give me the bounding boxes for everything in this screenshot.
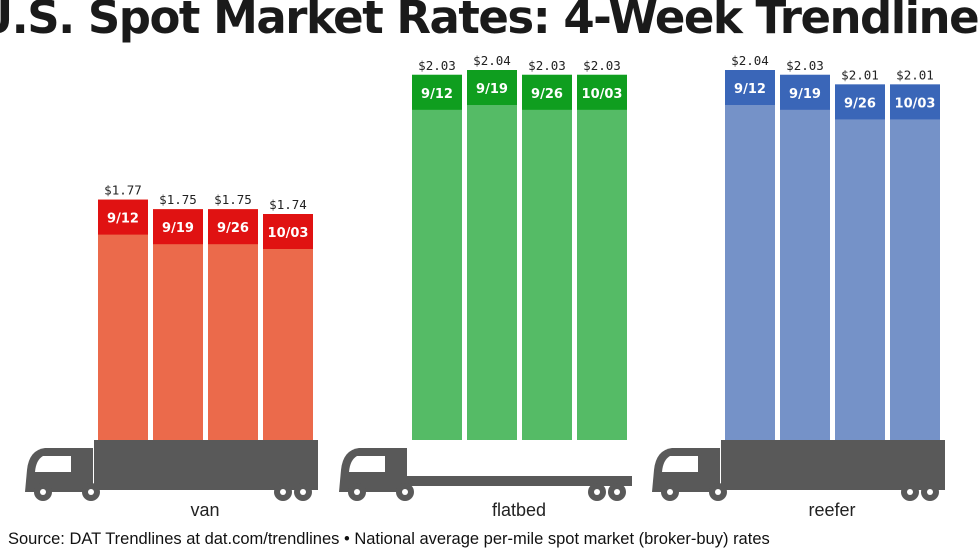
truck-trailer-reefer <box>721 440 945 490</box>
truck-hub-van-0 <box>40 489 46 495</box>
source-note: Source: DAT Trendlines at dat.com/trendl… <box>8 530 770 548</box>
bar-reefer-10-03 <box>890 84 940 441</box>
truck-reefer-icon <box>652 440 945 501</box>
bar-cap-flatbed-9-26 <box>522 74 572 110</box>
price-label: $2.01 <box>896 67 934 82</box>
price-label: $2.03 <box>786 58 824 73</box>
bar-reefer-9-26 <box>835 84 885 441</box>
bar-cap-van-10-03 <box>263 214 313 249</box>
week-label: 9/19 <box>476 82 508 97</box>
week-label: 9/26 <box>531 87 563 102</box>
price-label: $2.01 <box>841 67 879 82</box>
truck-hub-van-2 <box>280 489 286 495</box>
bar-van-9-12 <box>98 199 148 440</box>
bar-flatbed-9-26 <box>522 74 572 441</box>
week-label: 9/19 <box>162 221 194 236</box>
bar-van-9-19 <box>153 209 203 440</box>
truck-hub-flatbed-1 <box>402 489 408 495</box>
bar-cap-reefer-10-03 <box>890 84 940 120</box>
truck-hub-reefer-1 <box>715 489 721 495</box>
week-label: 9/12 <box>734 82 766 97</box>
bar-flatbed-9-19 <box>467 70 517 440</box>
bar-cap-flatbed-9-19 <box>467 70 517 105</box>
week-label: 10/03 <box>268 226 309 241</box>
price-label: $1.77 <box>104 183 142 198</box>
bar-reefer-9-12 <box>725 70 775 440</box>
truck-trailer-van <box>94 440 318 490</box>
truck-window-flatbed <box>349 456 385 472</box>
category-label-flatbed: flatbed <box>492 500 546 520</box>
truck-window-van <box>35 456 71 472</box>
bar-cap-flatbed-9-12 <box>412 74 462 110</box>
price-label: $1.75 <box>214 192 252 207</box>
price-label: $1.75 <box>159 192 197 207</box>
bar-flatbed-9-12 <box>412 74 462 441</box>
bar-reefer-9-19 <box>780 74 830 441</box>
group-flatbed: 9/12 $2.03 9/19 $2.04 9/26 $2.03 10/03 $2.03 fla… <box>339 53 632 520</box>
chart-title: U.S. Spot Market Rates: 4-Week Trendline… <box>0 0 980 44</box>
truck-trailer-flatbed <box>402 476 632 486</box>
truck-van-icon <box>25 440 318 501</box>
bar-cap-reefer-9-26 <box>835 84 885 120</box>
week-label: 9/12 <box>107 212 139 227</box>
price-label: $2.03 <box>583 58 621 73</box>
bar-cap-flatbed-10-03 <box>577 74 627 110</box>
week-label: 9/26 <box>844 96 876 111</box>
week-label: 10/03 <box>582 87 623 102</box>
truck-window-reefer <box>662 456 698 472</box>
week-label: 9/26 <box>217 221 249 236</box>
bar-van-9-26 <box>208 209 258 440</box>
week-label: 9/12 <box>421 87 453 102</box>
truck-hub-van-3 <box>300 489 306 495</box>
price-label: $2.03 <box>528 58 566 73</box>
price-label: $2.04 <box>731 53 769 68</box>
group-reefer: 9/12 $2.04 9/19 $2.03 9/26 $2.01 10/03 $2.01 ree… <box>652 53 945 520</box>
truck-hub-van-1 <box>88 489 94 495</box>
week-label: 10/03 <box>895 96 936 111</box>
truck-hub-reefer-2 <box>907 489 913 495</box>
bar-flatbed-10-03 <box>577 74 627 441</box>
truck-hub-flatbed-2 <box>594 489 600 495</box>
bar-van-10-03 <box>263 214 313 440</box>
truck-hub-reefer-3 <box>927 489 933 495</box>
bar-cap-reefer-9-12 <box>725 70 775 105</box>
truck-hub-flatbed-0 <box>354 489 360 495</box>
truck-flatbed-icon <box>339 448 632 501</box>
bar-cap-van-9-12 <box>98 199 148 235</box>
week-label: 9/19 <box>789 87 821 102</box>
price-label: $2.03 <box>418 58 456 73</box>
category-label-van: van <box>190 500 219 520</box>
bar-cap-van-9-19 <box>153 209 203 245</box>
bar-cap-van-9-26 <box>208 209 258 245</box>
price-label: $1.74 <box>269 197 307 212</box>
bar-cap-reefer-9-19 <box>780 74 830 110</box>
truck-hub-flatbed-3 <box>614 489 620 495</box>
price-label: $2.04 <box>473 53 511 68</box>
group-van: 9/12 $1.77 9/19 $1.75 9/26 $1.75 10/03 $1.74 van <box>25 183 318 520</box>
category-label-reefer: reefer <box>808 500 855 520</box>
truck-hub-reefer-0 <box>667 489 673 495</box>
